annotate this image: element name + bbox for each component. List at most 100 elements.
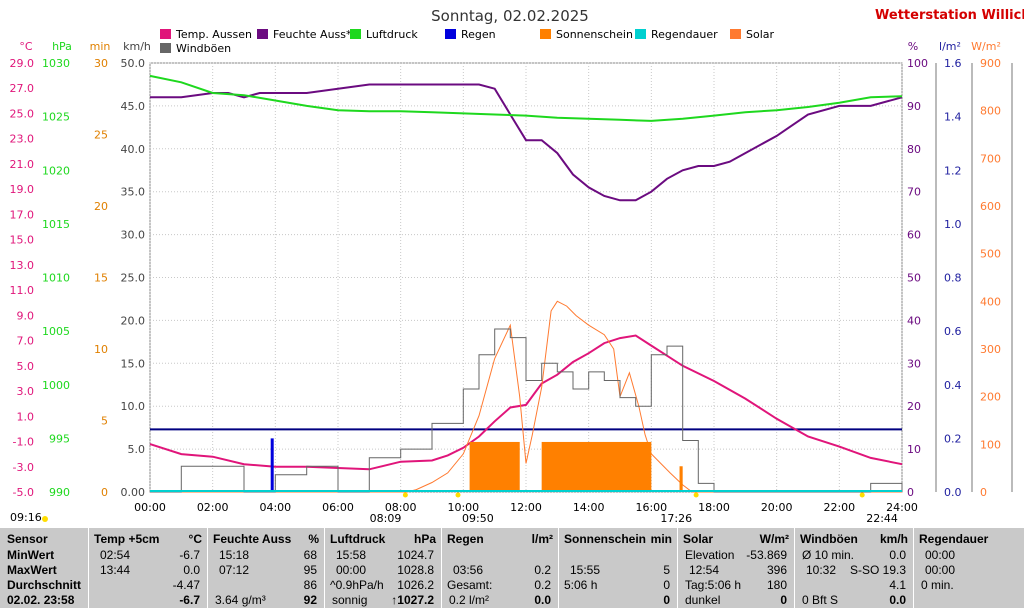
axis-unit-label: l/m² — [939, 40, 961, 53]
cell: ↑1027.2 — [391, 593, 434, 607]
row-label: MinWert — [7, 548, 55, 562]
y-tick-label: 70 — [907, 186, 921, 199]
raindur-header: Regendauer — [919, 532, 989, 546]
cell: 0.0 — [534, 593, 551, 607]
hum-unit: % — [308, 532, 319, 546]
y-tick-label: 50.0 — [121, 57, 146, 70]
y-tick-label: 0.0 — [944, 486, 962, 499]
y-tick-label: 900 — [980, 57, 1001, 70]
y-tick-label: 1.0 — [17, 410, 35, 423]
cell: -6.7 — [179, 593, 200, 607]
y-tick-label: 800 — [980, 105, 1001, 118]
y-tick-label: 0.2 — [944, 432, 962, 445]
y-tick-label: 25 — [94, 129, 108, 142]
legend-label: Solar — [746, 28, 775, 41]
legend-swatch — [540, 29, 551, 39]
axis-unit-label: % — [908, 40, 918, 53]
cell: -53.869 — [746, 548, 787, 562]
y-tick-label: 1030 — [42, 57, 70, 70]
y-tick-label: 1.4 — [944, 111, 962, 124]
solar-unit: W/m² — [759, 532, 789, 546]
cell: 180 — [766, 578, 787, 592]
y-tick-label: 10 — [94, 343, 108, 356]
cell: sonnig — [332, 593, 368, 607]
y-tick-label: 20 — [907, 400, 921, 413]
cell: Tag:5:06 h — [685, 578, 742, 592]
cell: 10:32 — [806, 563, 837, 577]
legend-label: Sonnenschein — [556, 28, 633, 41]
sun-marker-icon — [42, 516, 48, 522]
y-tick-label: 25.0 — [121, 272, 146, 285]
cell: 0.0 — [889, 593, 906, 607]
y-tick-label: 40 — [907, 314, 921, 327]
col-rain: Regen l/m² 03:56 0.2 Gesamt: 0.2 0.2 l/m² 0.… — [443, 528, 557, 608]
y-tick-label: 0 — [980, 486, 987, 499]
y-tick-label: 100 — [907, 57, 928, 70]
cell: 5:06 h — [564, 578, 598, 592]
y-tick-label: 600 — [980, 200, 1001, 213]
cell: 1024.7 — [397, 548, 434, 562]
axis-unit-label: min — [90, 40, 111, 53]
y-tick-label: 90 — [907, 100, 921, 113]
y-tick-label: 80 — [907, 143, 921, 156]
cell: 07:12 — [219, 563, 250, 577]
y-tick-label: 7.0 — [17, 335, 35, 348]
y-tick-label: 400 — [980, 295, 1001, 308]
legend-label: Windböen — [176, 42, 231, 55]
y-tick-label: -5.0 — [13, 486, 34, 499]
y-tick-label: 5.0 — [128, 443, 146, 456]
sunshine-bar — [541, 441, 652, 492]
x-tick-label: 22:00 — [823, 501, 855, 514]
y-tick-label: 0.8 — [944, 272, 962, 285]
y-tick-label: 27.0 — [10, 82, 35, 95]
rain-unit: l/m² — [531, 532, 553, 546]
wind-header: Windböen — [800, 532, 858, 546]
col-hum: Feuchte Auss% 15:18 68 07:12 95 86 3.64 g/… — [209, 528, 323, 608]
legend-swatch — [445, 29, 456, 39]
series-line — [150, 328, 903, 493]
y-tick-label: 20.0 — [121, 314, 146, 327]
col-wind: Windböen km/h Ø 10 min. 0.0 10:32 S-SO 19.3… — [796, 528, 912, 608]
x-tick-label: 24:00 — [886, 501, 918, 514]
y-tick-label: 20 — [94, 200, 108, 213]
cell: 86 — [303, 578, 317, 592]
legend-label: Regendauer — [651, 28, 718, 41]
x-tick-label: 00:00 — [134, 501, 166, 514]
legend: Temp. Aussen Feuchte Auss* Luftdruck Regen S… — [160, 28, 775, 55]
x-tick-label: 16:00 — [635, 501, 667, 514]
y-tick-label: 40.0 — [121, 143, 146, 156]
y-tick-label: 0.6 — [944, 325, 962, 338]
y-tick-label: 15 — [94, 272, 108, 285]
legend-swatch — [160, 43, 171, 53]
cell: 0 — [663, 593, 670, 607]
axis-unit-label: km/h — [123, 40, 151, 53]
plot-area: 00:00 02:00 04:00 06:00 08:00 10:00 12:00 14:00… — [10, 57, 1013, 525]
cell: Elevation — [685, 548, 735, 562]
y-tick-label: 35.0 — [121, 186, 146, 199]
y-tick-label: 30.0 — [121, 229, 146, 242]
cell: 396 — [766, 563, 787, 577]
sunshine-bar — [679, 466, 683, 492]
series-line — [150, 300, 902, 493]
sunshine-bar — [469, 441, 520, 492]
sun-marker-icon — [693, 492, 699, 498]
hum-header: Feuchte Auss — [213, 532, 292, 546]
y-tick-label: 1025 — [42, 111, 70, 124]
marker-label: 22:44 — [866, 512, 898, 525]
y-tick-label: 200 — [980, 391, 1001, 404]
y-tick-label: 5.0 — [17, 360, 35, 373]
y-tick-label: -3.0 — [13, 461, 34, 474]
wind-unit: km/h — [879, 532, 908, 546]
cell: 95 — [303, 563, 317, 577]
cell: S-SO 19.3 — [849, 563, 906, 577]
col-raindur: Regendauer 00:00 00:00 0 min. — [915, 528, 1024, 608]
cell: 00:00 — [925, 548, 956, 562]
cell: 0.2 — [534, 563, 551, 577]
y-tick-label: 1000 — [42, 379, 70, 392]
cell: 68 — [303, 548, 317, 562]
cell: 12:54 — [689, 563, 720, 577]
series-line — [150, 83, 903, 202]
y-tick-label: 23.0 — [10, 133, 35, 146]
y-tick-label: 19.0 — [10, 183, 35, 196]
marker-label: 09:16 — [10, 511, 42, 524]
